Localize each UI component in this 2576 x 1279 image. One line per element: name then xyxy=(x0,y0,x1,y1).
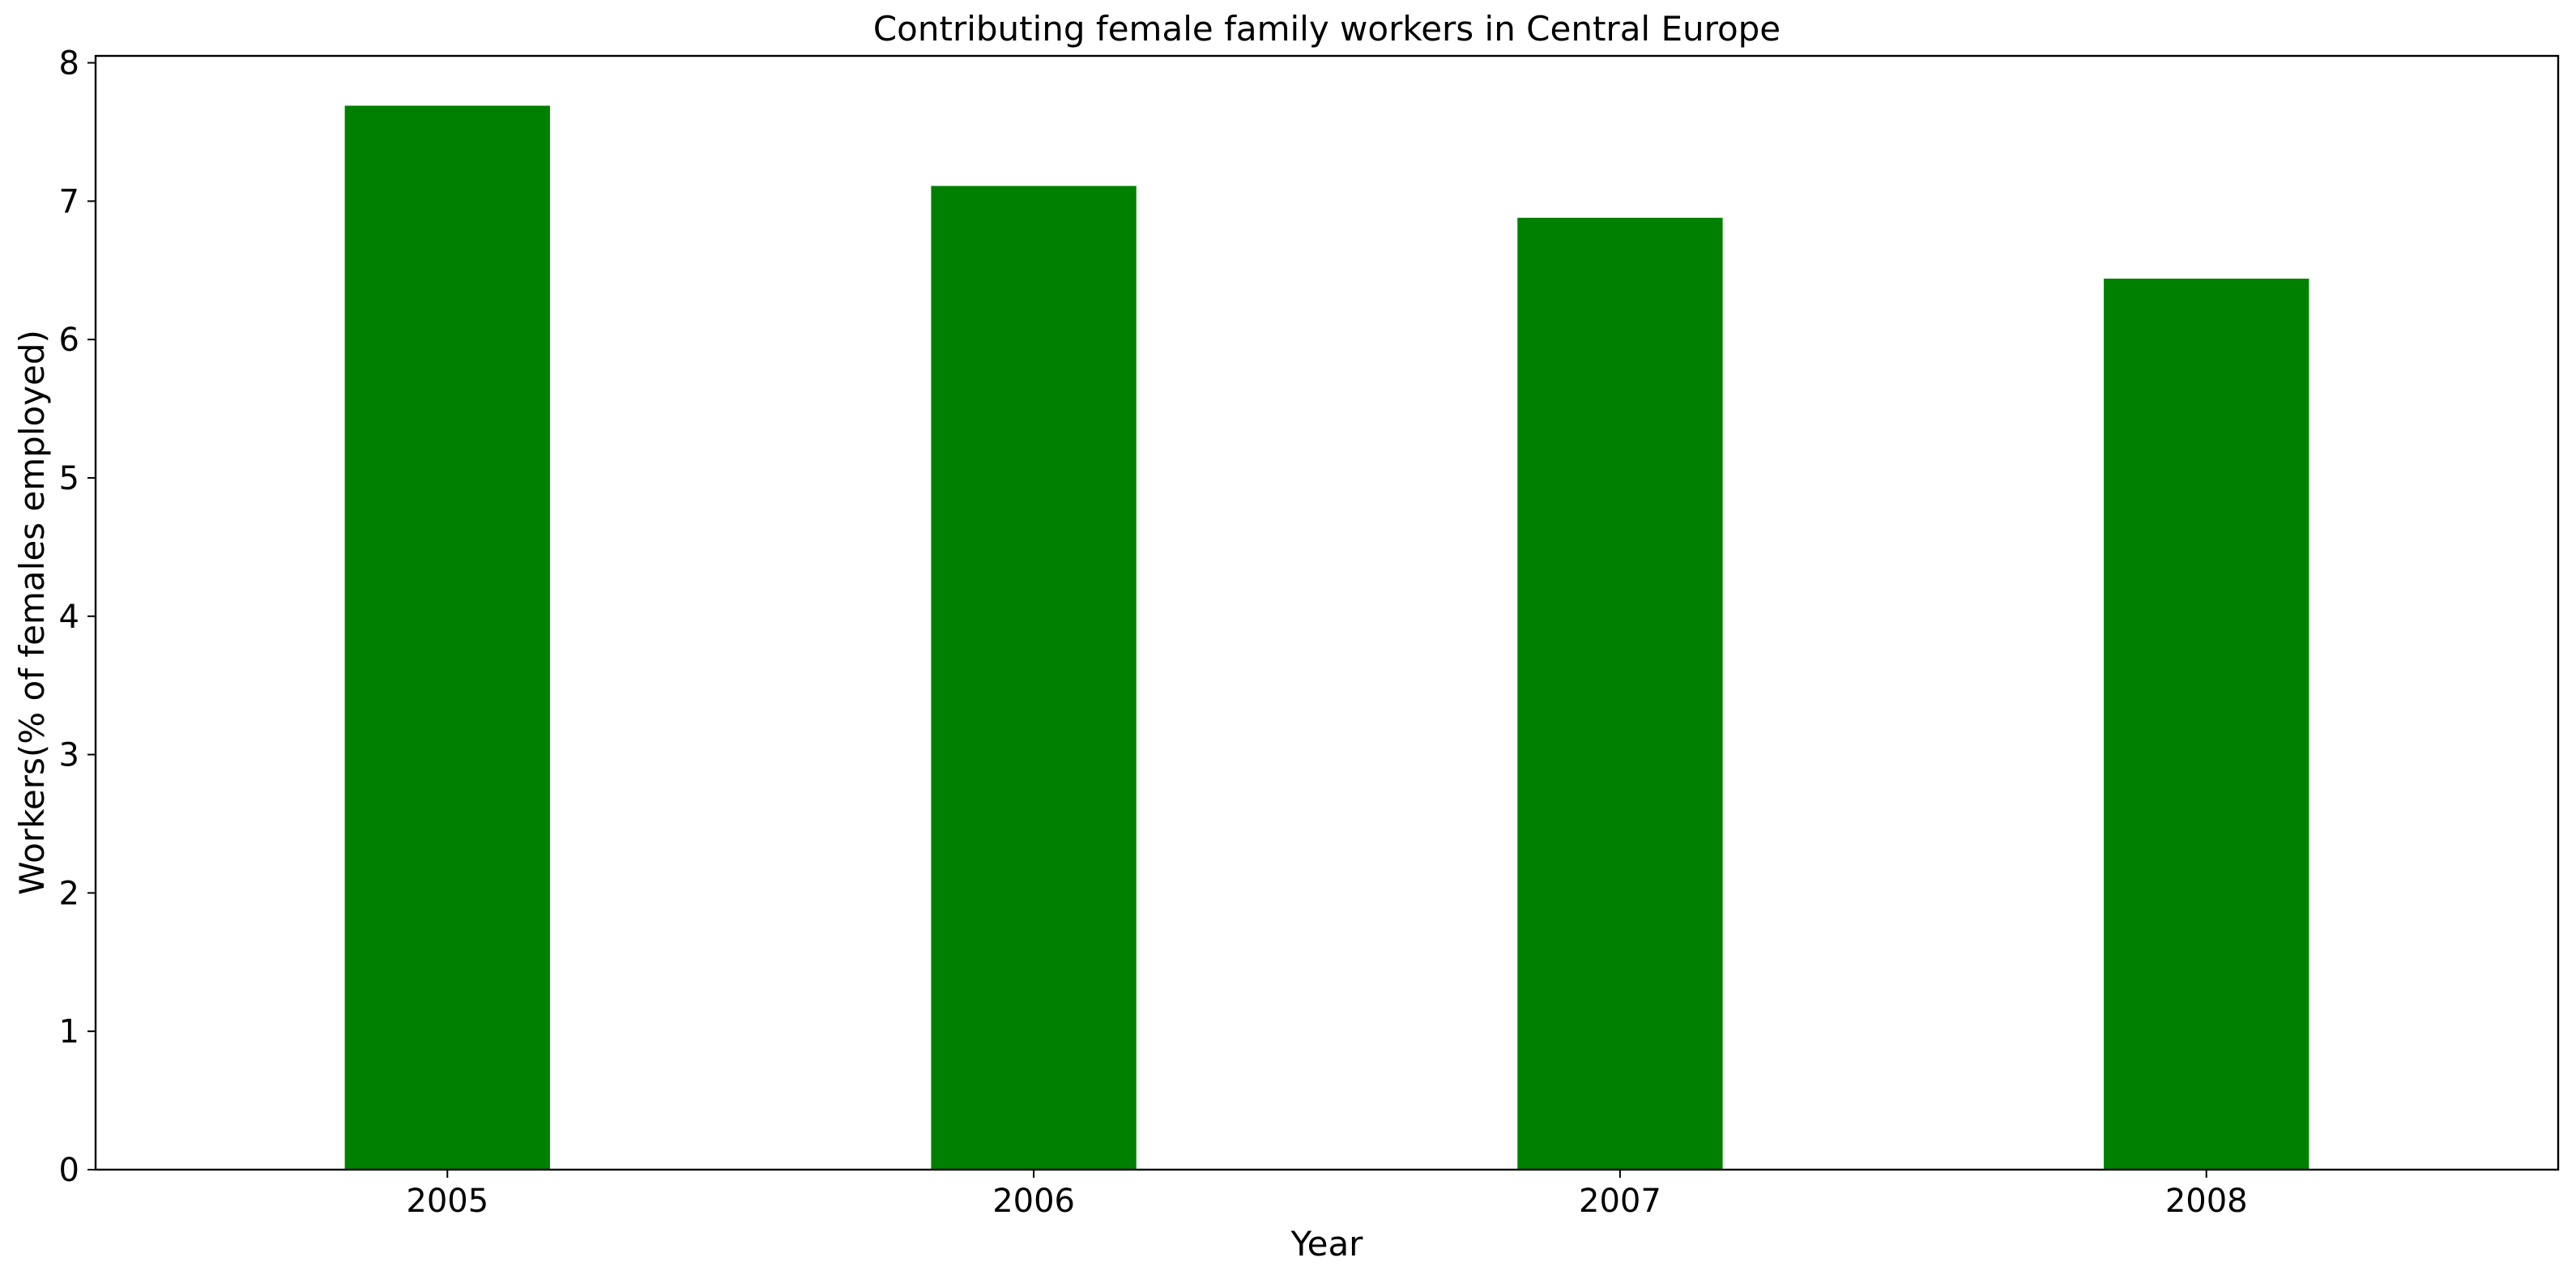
bar-2005 xyxy=(344,105,550,1170)
y-tick-label: 5 xyxy=(59,460,79,497)
y-tick-label: 1 xyxy=(59,1013,79,1051)
y-tick-label: 4 xyxy=(59,599,79,636)
plot-area-frame xyxy=(94,54,2560,1171)
y-axis-label: Workers(% of females employed) xyxy=(12,330,52,895)
y-tick-label: 6 xyxy=(59,322,79,359)
y-tick-label: 8 xyxy=(59,45,79,83)
x-axis-label: Year xyxy=(1290,1224,1364,1264)
bar-2008 xyxy=(2104,279,2309,1170)
x-tick-label-2008: 2008 xyxy=(2165,1183,2248,1220)
x-tick-label-2005: 2005 xyxy=(406,1183,488,1220)
bars-group xyxy=(344,105,2309,1170)
y-tick-label: 7 xyxy=(59,183,79,220)
x-tick-label-2006: 2006 xyxy=(992,1183,1075,1220)
x-axis-ticks: 2005 2006 2007 2008 xyxy=(406,1170,2248,1220)
y-tick-label: 0 xyxy=(59,1152,79,1189)
y-tick-label: 2 xyxy=(59,875,79,912)
chart-title: Contributing female family workers in Ce… xyxy=(873,9,1781,49)
x-tick-label-2007: 2007 xyxy=(1579,1183,1661,1220)
bar-2006 xyxy=(931,185,1137,1170)
y-tick-label: 3 xyxy=(59,737,79,774)
y-axis-ticks: 0 1 2 3 4 5 6 7 8 xyxy=(59,45,96,1189)
bar-2007 xyxy=(1517,217,1723,1170)
